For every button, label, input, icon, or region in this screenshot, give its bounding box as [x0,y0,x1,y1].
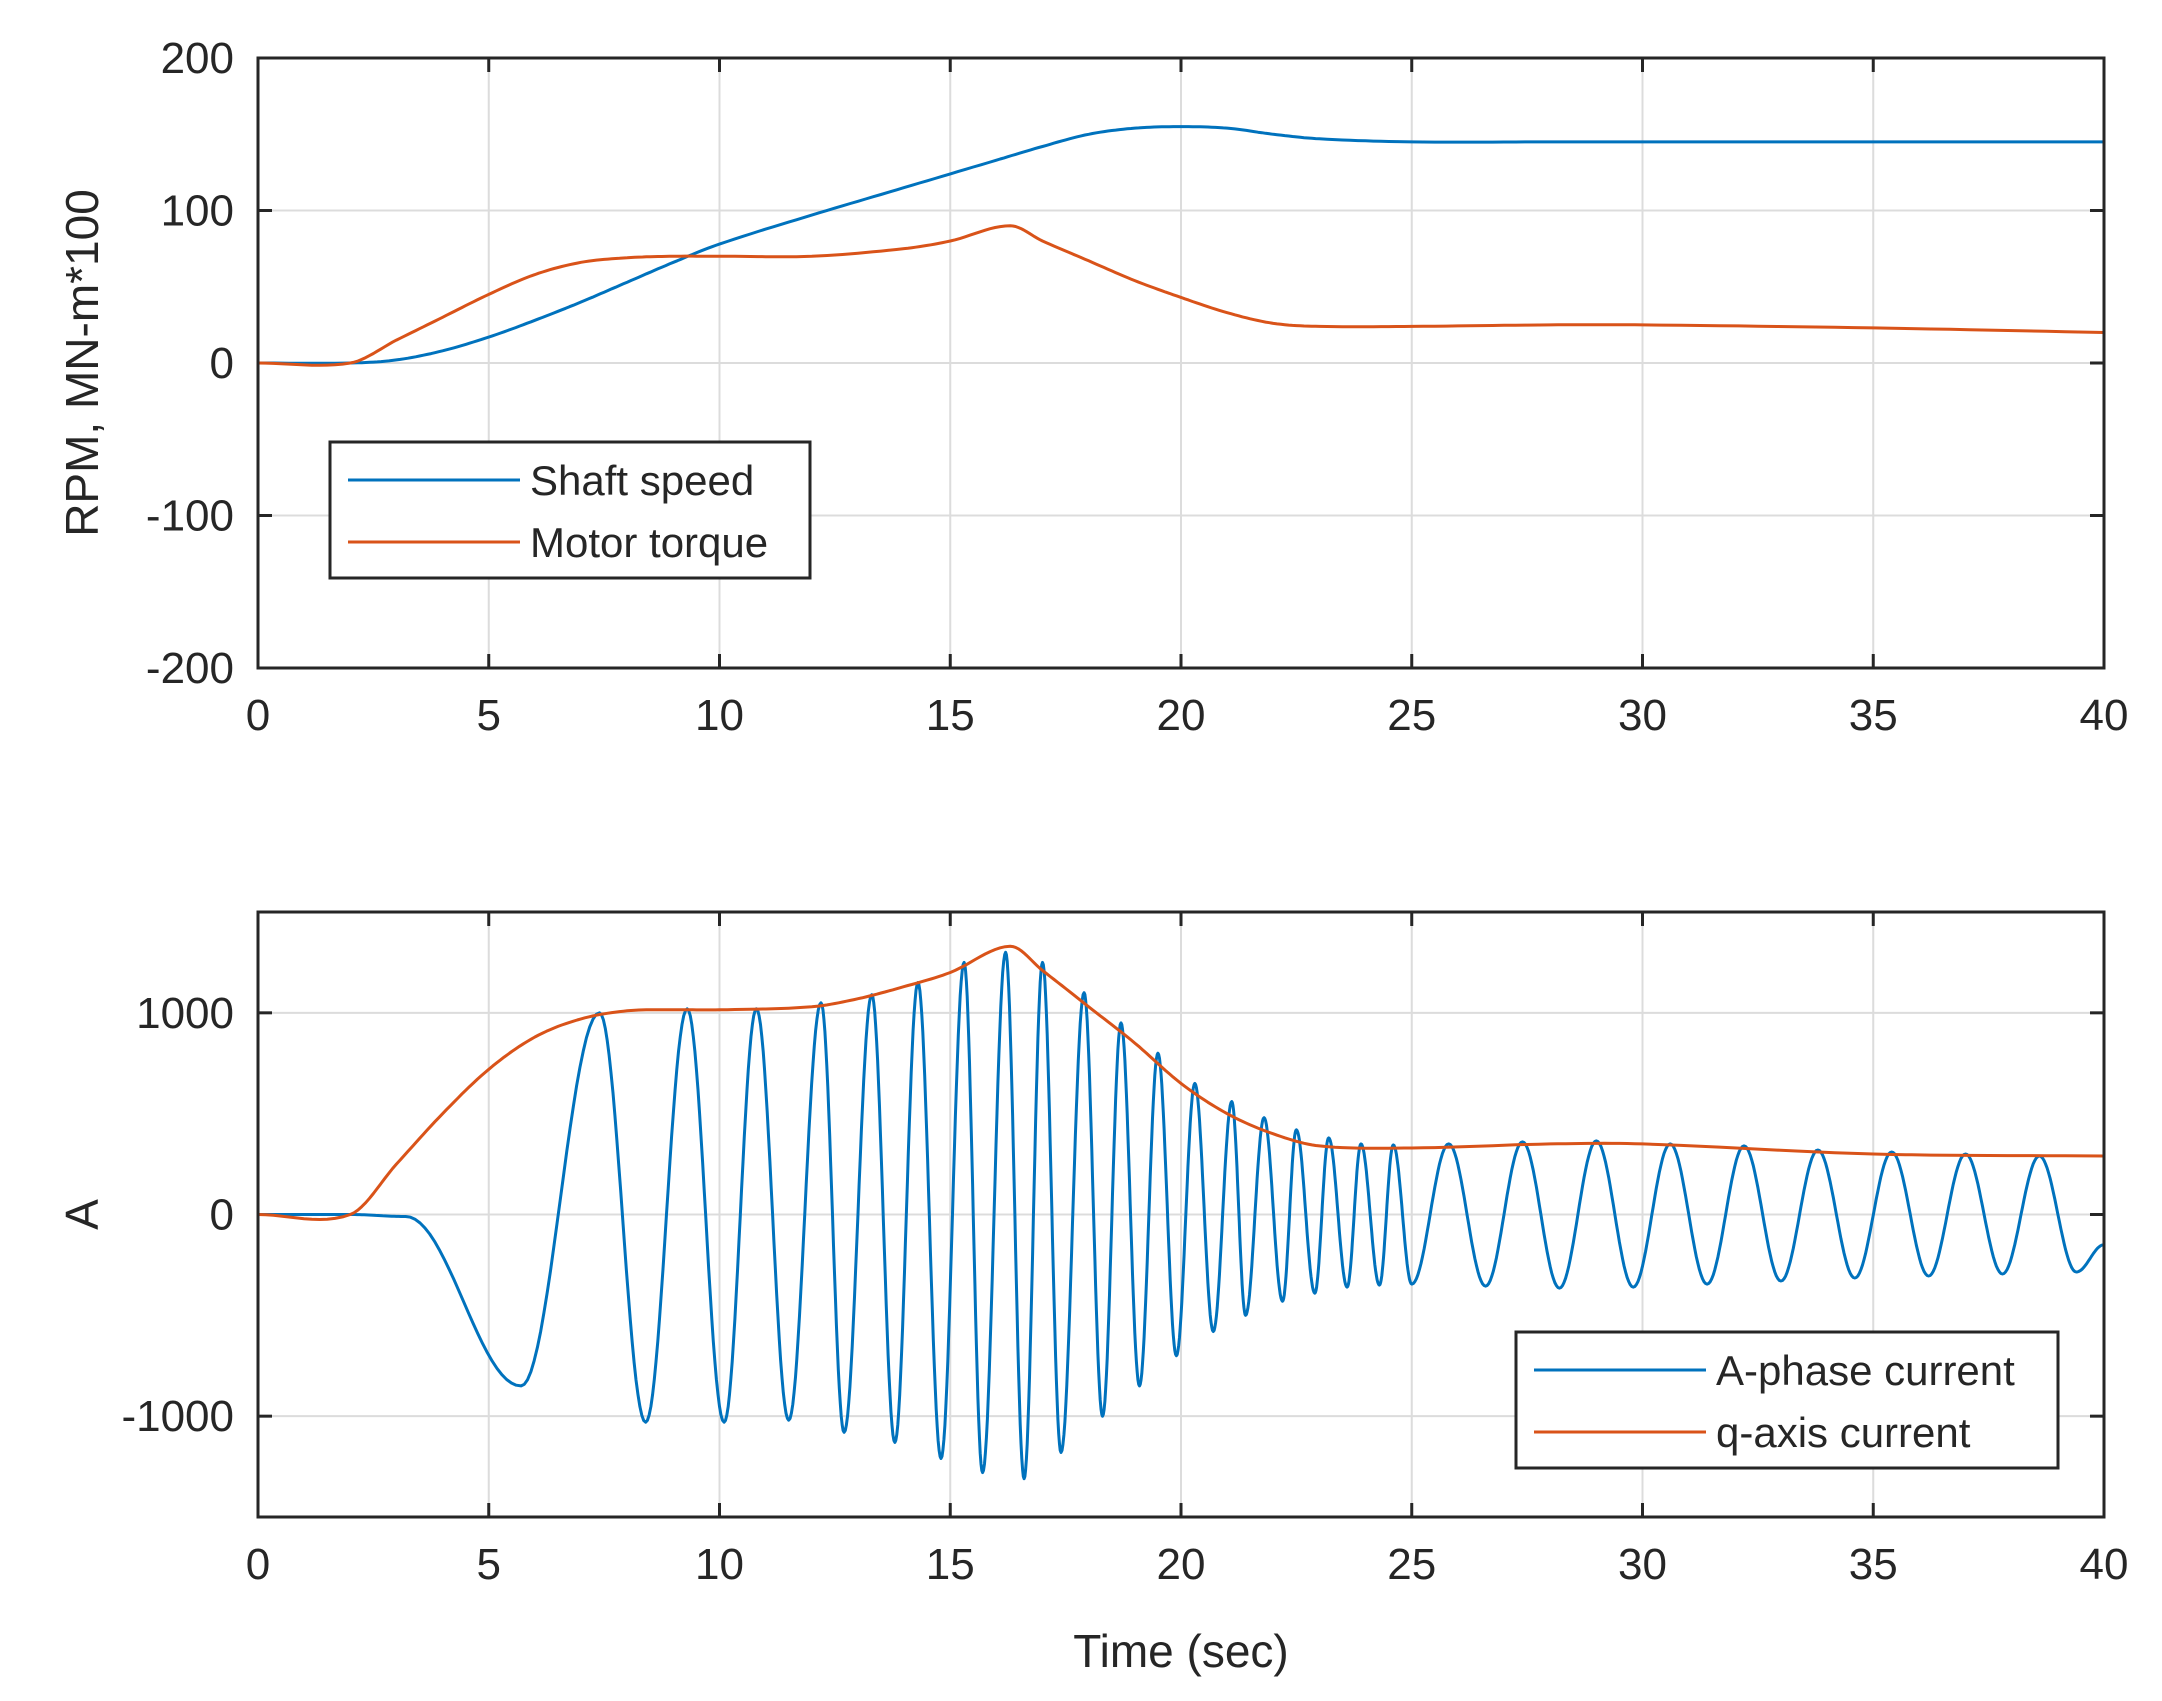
x-tick-label: 15 [926,1540,975,1589]
x-tick-label: 35 [1849,691,1898,740]
motor-torque-line [258,224,2104,367]
x-tick-label: 5 [477,1540,501,1589]
q-axis-current-line [258,944,2104,1221]
series-group [258,944,2104,1481]
y-tick-label: -200 [146,644,234,693]
legend-label-shaft-speed: Shaft speed [530,457,754,504]
legend-label-q-axis-current: q-axis current [1716,1409,1971,1456]
y-tick-label: 200 [161,34,234,83]
y-tick-label: 1000 [136,989,234,1038]
y-axis-label: A [56,1199,108,1230]
x-tick-label: 40 [2080,1540,2129,1589]
y-tick-label: 0 [210,339,234,388]
y-tick-label: 100 [161,187,234,236]
x-tick-label: 30 [1618,691,1667,740]
x-tick-label: 5 [477,691,501,740]
y-tick-label: -100 [146,492,234,541]
legend-box [1514,1330,2060,1470]
legend: A-phase current q-axis current [1514,1330,2060,1470]
x-tick-label: 20 [1157,1540,1206,1589]
x-tick-label: 25 [1387,1540,1436,1589]
plot-2: 0 5 10 15 20 25 30 35 40 1000 0 -1000 Time (sec) A A-p… [56,910,2129,1677]
x-tick-label: 30 [1618,1540,1667,1589]
x-axis-label: Time (sec) [1073,1625,1289,1677]
x-tick-label: 0 [246,691,270,740]
legend-label-a-phase-current: A-phase current [1716,1347,2015,1394]
axes-box [256,910,2106,1519]
x-tick-label: 35 [1849,1540,1898,1589]
x-tick-label: 15 [926,691,975,740]
y-tick-label: -1000 [121,1392,234,1441]
plot-1: 0 5 10 15 20 25 30 35 40 200 100 0 -100 -200 RPM, MN-m… [56,34,2128,740]
shaft-speed-line [258,125,2104,365]
x-tick-label: 40 [2080,691,2129,740]
a-phase-current-line [258,950,2104,1481]
y-tick-label: 0 [210,1191,234,1240]
x-tick-label: 20 [1157,691,1206,740]
x-tick-label: 10 [695,1540,744,1589]
legend-box [328,440,812,580]
legend-label-motor-torque: Motor torque [530,519,768,566]
legend: Shaft speed Motor torque [328,440,812,580]
x-tick-label: 0 [246,1540,270,1589]
y-axis-label: RPM, MN-m*100 [56,189,108,537]
x-tick-label: 10 [695,691,744,740]
axes-box [256,56,2106,670]
x-tick-label: 25 [1387,691,1436,740]
series-group [258,125,2104,367]
